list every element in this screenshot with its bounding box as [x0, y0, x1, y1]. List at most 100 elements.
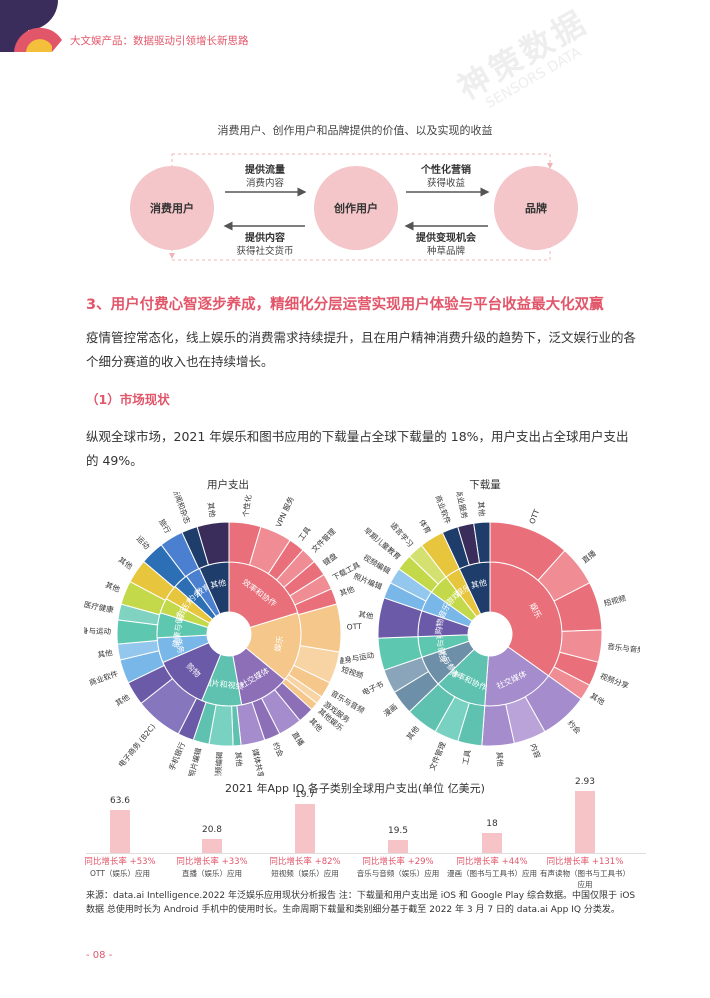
- bar-value-label: 2.93: [574, 777, 596, 787]
- bar-growth-label: 同比增长率 +131%: [546, 857, 624, 867]
- sunburst-outer-label: 工具: [296, 525, 313, 543]
- sunburst-inner-label: 图片和视频: [203, 677, 244, 691]
- flow-title: 消费用户、创作用户和品牌提供的价值、以及实现的收益: [217, 124, 493, 137]
- sunburst-outer-label: 漫画: [381, 701, 399, 718]
- sunburst-outer-label: 旅行: [157, 517, 174, 535]
- bar: [110, 810, 130, 853]
- sunburst-center: [468, 612, 512, 656]
- bar-growth-label: 同比增长率 +29%: [362, 857, 434, 867]
- sunburst-inner-label: 其他: [209, 577, 227, 590]
- sunburst-outer-label: 其他: [113, 691, 131, 708]
- sunburst-outer-label: 视频分享: [599, 671, 631, 691]
- sunburst-center: [207, 612, 251, 656]
- page-number: - 08 -: [86, 950, 113, 961]
- bar: [388, 839, 408, 853]
- sunburst-outer-label: VPN 服务: [273, 494, 296, 528]
- sunburst-outer-label: OTT: [347, 622, 363, 632]
- edge-label: 提供变现机会 种草品牌: [416, 233, 476, 257]
- sunburst-outer-label: 约会: [566, 718, 584, 736]
- sunburst-outer-label: OTT: [527, 508, 541, 526]
- sunburst-outer-label: 其他: [358, 609, 375, 621]
- sunburst-outer-label: 手机银行: [166, 740, 187, 772]
- bar-axis: [86, 853, 646, 854]
- bar-value-label: 19.5: [387, 825, 409, 836]
- bar: [202, 838, 222, 853]
- bar-growth-label: 同比增长率 +44%: [456, 857, 528, 867]
- sunburst-title: 下载量: [469, 479, 501, 491]
- sunburst-outer-label: 视频编辑: [362, 552, 393, 576]
- bar-growth-label: 同比增长率 +82%: [269, 857, 341, 867]
- bar-category-label: 短视频（娱乐）应用: [271, 869, 339, 878]
- sunburst-outer-label: 体育: [417, 517, 434, 535]
- sunburst-outer-label: 短视频: [603, 593, 628, 608]
- section-title: 3、用户付费心智逐步养成，精细化分层运营实现用户体验与平台收益最大化双赢: [86, 297, 604, 313]
- sunburst-outer-label: 音乐与音频: [607, 641, 640, 655]
- edge-label: 个性化营销 获得收益: [421, 165, 471, 189]
- sunburst-outer-label: 内容: [528, 742, 543, 760]
- sunburst-outer-label: 其他: [117, 554, 135, 571]
- sunburst-outer-label: 医疗健康: [84, 599, 115, 615]
- sunburst-outer-label: 直播: [290, 730, 307, 748]
- sunburst-title: 用户支出: [207, 479, 249, 491]
- sunburst-inner-label: 其他: [470, 577, 488, 590]
- bar-value-label: 18: [486, 818, 498, 829]
- bar: [575, 791, 595, 853]
- sunburst-outer-label: 其他: [476, 501, 487, 517]
- sunburst-outer-label: 其他: [206, 502, 218, 519]
- sunburst-outer-label: 约会: [271, 740, 286, 758]
- edge-label: 提供流量 消费内容: [245, 165, 285, 189]
- sunburst-outer-label: 语言学习: [388, 520, 415, 549]
- sunburst-outer-label: 照片编辑: [352, 571, 384, 592]
- sunburst-outer-label: 键盘: [321, 550, 339, 567]
- sunburst-outer-label: 文件管理: [427, 740, 448, 772]
- source-note: 来源：data.ai Intelligence.2022 年泛娱乐应用现状分析报…: [86, 891, 636, 915]
- sunburst-outer-label: 电子书: [360, 678, 385, 697]
- bar-growth-label: 同比增长率 +53%: [84, 857, 156, 867]
- sunburst-outer-label: 电子商务 (B2C): [116, 721, 158, 769]
- subsection-title: （1）市场现状: [86, 392, 170, 407]
- edge-label: 提供内容 获得社交货币: [236, 233, 294, 257]
- sunburst-outer-label: 健身与运动: [84, 625, 112, 636]
- bar-category-label: 有声读物（图书与工具书）应用: [540, 869, 630, 889]
- bar-value-label: 63.6: [109, 796, 131, 807]
- header-title: 大文娱产品：数据驱动引领增长新思路: [70, 35, 249, 47]
- node-consumer: 消费用户: [130, 166, 214, 250]
- bar: [482, 832, 502, 853]
- sunburst-outer-label: 其他: [589, 690, 607, 707]
- bar-category-label: OTT（娱乐）应用: [90, 869, 150, 878]
- paragraph: 疫情管控常态化，线上娱乐的消费需求持续提升，且在用户精神消费升级的趋势下，泛文娱…: [86, 330, 637, 369]
- sunburst-outer-label: 其他: [495, 751, 506, 767]
- sunburst-chart-downloads: 娱乐社交媒体效率和协作图书与参考健康与健身购物音乐游戏娱乐其他OTT直播短视频音…: [340, 492, 640, 772]
- sunburst-outer-label: 商业软件: [433, 494, 453, 526]
- sunburst-outer-label: 其他: [338, 583, 356, 598]
- sunburst-chart-spend: 效率和协作娱乐社交媒体图片和视频购物商务健康与健身音乐生活方式约会教育其他个性化…: [84, 492, 367, 776]
- node-brand: 品牌: [494, 166, 578, 250]
- sunburst-outer-segment: [196, 521, 230, 566]
- sunburst-outer-label: 商业服务: [454, 492, 470, 520]
- bar-category-label: 直播（娱乐）应用: [182, 869, 242, 878]
- bar-category-label: 音乐与音频（娱乐）应用: [356, 869, 440, 878]
- sunburst-outer-label: 直播: [580, 548, 598, 565]
- paragraph: 纵观全球市场，2021 年娱乐和图书应用的下载量占全球下载量的 18%，用户支出…: [86, 429, 629, 468]
- sunburst-inner-label: 娱乐: [272, 635, 285, 653]
- sunburst-inner-label: 购物: [433, 618, 445, 635]
- flow-connectors: [169, 153, 553, 261]
- brand-logo: [0, 0, 62, 52]
- sunburst-outer-label: 商业软件: [88, 668, 120, 688]
- sunburst-outer-label: 文件管理: [309, 526, 338, 555]
- bar-category-label: 漫画（图书与工具书）应用: [447, 869, 537, 878]
- sunburst-outer-label: 运动: [135, 533, 153, 551]
- sunburst-outer-label: 新闻和杂志: [170, 492, 193, 525]
- bar-chart-title: 2021 年App IQ 各子类别全球用户支出(单位 亿美元): [225, 782, 485, 795]
- bar-growth-label: 同比增长率 +33%: [176, 857, 248, 867]
- sunburst-outer-segment: [473, 521, 491, 564]
- sunburst-inner-label: 商务: [173, 637, 186, 655]
- sunburst-outer-label: 其他: [97, 647, 114, 659]
- sunburst-outer-label: 其他: [234, 751, 245, 767]
- sunburst-outer-label: 其他: [404, 723, 421, 741]
- bar-value-label: 20.8: [201, 824, 223, 835]
- sunburst-outer-label: 其他: [104, 579, 122, 594]
- sunburst-outer-label: 健身与运动: [340, 649, 375, 666]
- node-creator: 创作用户: [314, 166, 398, 250]
- sunburst-outer-label: 视频编辑: [212, 751, 224, 776]
